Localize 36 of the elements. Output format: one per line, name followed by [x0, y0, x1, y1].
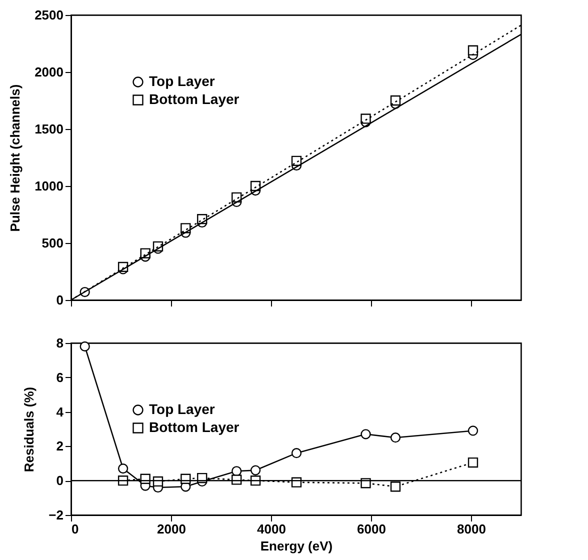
point: [360, 429, 371, 440]
y-tick-label: 8: [56, 336, 64, 350]
point: [468, 45, 478, 56]
y-tick-label: 1500: [34, 122, 64, 136]
y-tick-label: 0: [56, 292, 64, 308]
point: [360, 114, 371, 124]
y-tick-label: 6: [56, 370, 64, 385]
y-tick-label: 2500: [34, 8, 64, 22]
point: [390, 482, 401, 492]
legend-label: Top Layer: [149, 401, 216, 417]
point: [118, 463, 128, 474]
y-tick-label: −2: [48, 508, 64, 522]
point: [390, 432, 401, 443]
x-tick-label: 6000: [357, 522, 386, 536]
legend-label: Bottom Layer: [149, 419, 240, 435]
legend-label: Bottom Layer: [149, 91, 240, 107]
point: [80, 341, 90, 352]
x-tick-label: 2000: [157, 522, 186, 536]
legend-label: Top Layer: [149, 73, 216, 89]
y-tick-label: 2000: [34, 64, 64, 80]
y-tick-label: 2: [56, 438, 64, 454]
y-axis-title: Pulse Height (channels): [8, 84, 23, 232]
point: [468, 457, 478, 468]
point: [468, 426, 478, 436]
x-tick-label: 8000: [457, 522, 486, 536]
x-axis-title: Energy (eV): [260, 538, 333, 554]
point: [390, 95, 401, 106]
x-tick-label: 4000: [257, 522, 286, 536]
y-axis-title: Residuals (%): [22, 386, 37, 472]
y-tick-label: 500: [42, 236, 64, 250]
point: [291, 448, 302, 458]
x-tick-label: 0: [72, 522, 79, 536]
y-tick-label: 1000: [34, 178, 64, 194]
y-tick-label: 4: [56, 404, 64, 420]
point: [250, 465, 261, 476]
y-tick-label: 0: [56, 473, 64, 488]
